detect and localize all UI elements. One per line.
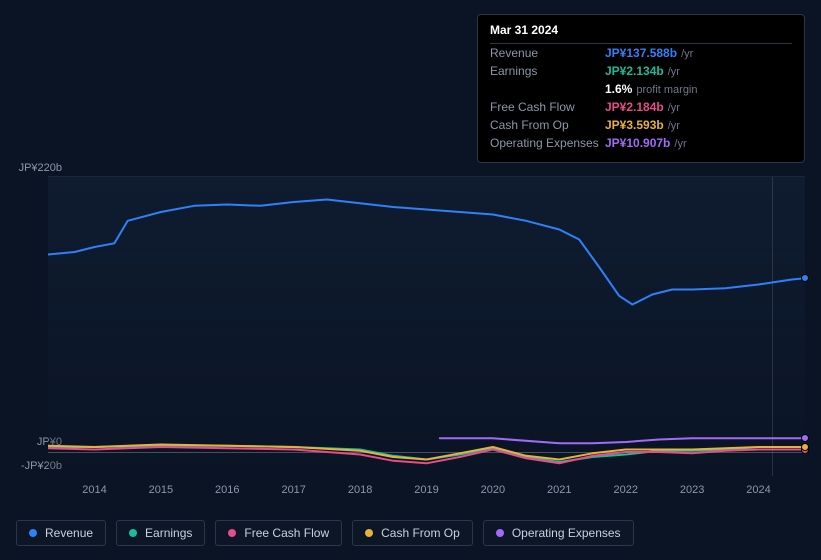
- legend-dot-icon: [29, 529, 37, 537]
- tooltip-label: Earnings: [490, 64, 605, 78]
- legend-dot-icon: [228, 529, 236, 537]
- series-end-dot: [801, 434, 809, 442]
- tooltip-label: Operating Expenses: [490, 136, 605, 150]
- legend-item[interactable]: Free Cash Flow: [215, 520, 342, 546]
- y-axis-label-top: JP¥220b: [16, 162, 62, 174]
- legend-item[interactable]: Revenue: [16, 520, 106, 546]
- tooltip-value: JP¥3.593b: [605, 118, 664, 132]
- legend-label: Operating Expenses: [512, 526, 621, 540]
- series-line: [48, 200, 805, 305]
- tooltip-value: JP¥10.907b: [605, 136, 670, 150]
- tooltip-value: JP¥2.184b: [605, 100, 664, 114]
- chart-tooltip: Mar 31 2024 RevenueJP¥137.588b/yrEarning…: [477, 14, 805, 163]
- x-axis-tick: 2024: [746, 484, 770, 496]
- series-line: [440, 438, 805, 443]
- tooltip-suffix: /yr: [668, 120, 680, 132]
- x-axis-tick: 2014: [82, 484, 106, 496]
- tooltip-suffix: /yr: [668, 102, 680, 114]
- tooltip-row: Cash From OpJP¥3.593b/yr: [490, 116, 792, 134]
- x-axis-tick: 2016: [215, 484, 239, 496]
- tooltip-row: Operating ExpensesJP¥10.907b/yr: [490, 134, 792, 152]
- legend-item[interactable]: Operating Expenses: [483, 520, 634, 546]
- tooltip-value: JP¥137.588b: [605, 46, 677, 60]
- chart-lines: [48, 177, 805, 477]
- x-axis-tick: 2015: [149, 484, 173, 496]
- tooltip-row: Free Cash FlowJP¥2.184b/yr: [490, 98, 792, 116]
- x-axis-tick: 2021: [547, 484, 571, 496]
- legend-item[interactable]: Cash From Op: [352, 520, 473, 546]
- legend-label: Revenue: [45, 526, 93, 540]
- legend: Revenue Earnings Free Cash Flow Cash From O…: [16, 520, 634, 546]
- financials-chart[interactable]: JP¥220b JP¥0 -JP¥20b 2014201520162017201…: [16, 156, 805, 516]
- tooltip-label: Cash From Op: [490, 118, 605, 132]
- legend-label: Cash From Op: [381, 526, 460, 540]
- x-axis-labels: 2014 2015 2016 2017 2018 2019 2020 2021 2022 2023…: [48, 484, 805, 500]
- tooltip-suffix: /yr: [674, 138, 686, 150]
- x-axis-tick: 2022: [613, 484, 637, 496]
- legend-item[interactable]: Earnings: [116, 520, 205, 546]
- x-axis-tick: 2018: [348, 484, 372, 496]
- legend-dot-icon: [365, 529, 373, 537]
- tooltip-date: Mar 31 2024: [490, 23, 792, 44]
- tooltip-row: RevenueJP¥137.588b/yr: [490, 44, 792, 62]
- legend-dot-icon: [496, 529, 504, 537]
- x-axis-tick: 2019: [414, 484, 438, 496]
- tooltip-row: 1.6% profit margin: [490, 80, 792, 98]
- tooltip-suffix: /yr: [681, 48, 693, 60]
- tooltip-value: 1.6%: [605, 82, 632, 96]
- tooltip-label: Free Cash Flow: [490, 100, 605, 114]
- series-end-dot: [801, 443, 809, 451]
- tooltip-suffix: /yr: [668, 66, 680, 78]
- x-axis-tick: 2023: [680, 484, 704, 496]
- legend-label: Earnings: [145, 526, 192, 540]
- tooltip-value: JP¥2.134b: [605, 64, 664, 78]
- plot-area[interactable]: [48, 176, 805, 476]
- tooltip-suffix: profit margin: [636, 84, 697, 96]
- tooltip-row: EarningsJP¥2.134b/yr: [490, 62, 792, 80]
- series-end-dot: [801, 274, 809, 282]
- x-axis-tick: 2017: [281, 484, 305, 496]
- legend-dot-icon: [129, 529, 137, 537]
- legend-label: Free Cash Flow: [244, 526, 329, 540]
- tooltip-label: Revenue: [490, 46, 605, 60]
- x-axis-tick: 2020: [481, 484, 505, 496]
